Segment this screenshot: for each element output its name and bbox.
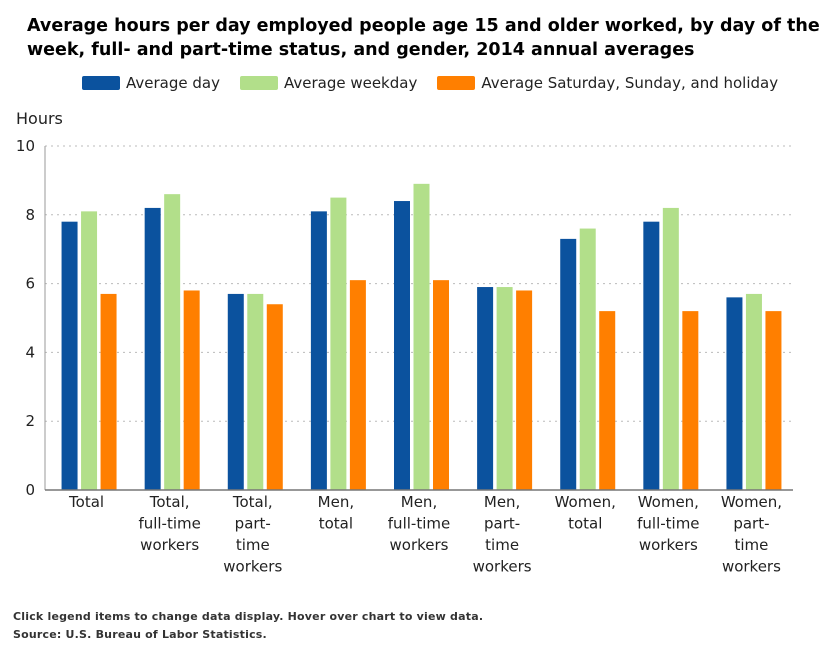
bar-2[interactable]: [81, 211, 98, 491]
bar-2[interactable]: [579, 228, 596, 490]
x-tick-label: workers: [639, 536, 698, 554]
bar-3[interactable]: [433, 280, 449, 490]
bar-2[interactable]: [330, 197, 347, 490]
x-tick-label: time: [236, 536, 270, 554]
x-tick-label: Women,: [638, 493, 699, 511]
x-tick-label: total: [568, 515, 602, 533]
bar-2[interactable]: [164, 194, 181, 490]
y-tick-label: 6: [25, 275, 35, 293]
y-tick-label: 8: [25, 206, 35, 224]
x-tick-label: workers: [223, 558, 282, 576]
x-tick-label: part-: [484, 515, 520, 533]
bar-2[interactable]: [745, 293, 762, 490]
y-tick-label: 10: [16, 137, 35, 155]
bar-1[interactable]: [144, 207, 161, 491]
legend-item-average-day[interactable]: Average day: [82, 74, 220, 92]
bar-3[interactable]: [765, 311, 782, 490]
instructions-note: Click legend items to change data displa…: [13, 610, 484, 623]
bar-2[interactable]: [496, 287, 513, 490]
legend-item-weekend-holiday[interactable]: Average Saturday, Sunday, and holiday: [437, 74, 778, 92]
bar-2[interactable]: [662, 207, 679, 491]
x-tick-label: total: [319, 515, 353, 533]
legend-item-average-weekday[interactable]: Average weekday: [239, 74, 418, 92]
y-tick-label: 0: [25, 481, 35, 499]
x-tick-label: Total,: [149, 493, 190, 511]
x-tick-label: part-: [235, 515, 271, 533]
legend-label: Average Saturday, Sunday, and holiday: [481, 74, 779, 92]
x-tick-label: Men,: [484, 493, 520, 511]
legend-label: Average day: [126, 74, 220, 92]
x-tick-label: part-: [733, 515, 769, 533]
bar-3[interactable]: [100, 293, 117, 490]
x-tick-label: workers: [390, 536, 449, 554]
x-tick-label: workers: [722, 558, 781, 576]
y-tick-label: 4: [25, 343, 35, 361]
bar-1[interactable]: [310, 211, 327, 491]
bar-3[interactable]: [266, 304, 283, 490]
x-tick-label: Men,: [318, 493, 354, 511]
bar-3[interactable]: [183, 290, 200, 490]
source-note: Source: U.S. Bureau of Labor Statistics.: [13, 628, 267, 641]
legend-swatch: [239, 76, 278, 90]
x-tick-label: workers: [140, 536, 199, 554]
bar-1[interactable]: [227, 293, 244, 490]
bar-1[interactable]: [394, 201, 410, 491]
bar-3[interactable]: [349, 280, 366, 490]
bar-1[interactable]: [560, 238, 577, 490]
chart-title: Average hours per day employed people ag…: [27, 16, 820, 60]
bar-1[interactable]: [61, 221, 78, 490]
bar-3[interactable]: [516, 290, 533, 490]
bar-3[interactable]: [682, 311, 699, 490]
legend: Average day Average weekday Average Satu…: [82, 74, 778, 92]
legend-swatch: [437, 76, 476, 90]
bar-1[interactable]: [643, 221, 660, 490]
y-axis-label: Hours: [16, 109, 63, 128]
bar-1[interactable]: [726, 297, 743, 490]
legend-label: Average weekday: [283, 74, 418, 92]
bar-2[interactable]: [413, 183, 430, 490]
x-tick-label: time: [734, 536, 768, 554]
y-tick-label: 2: [25, 412, 35, 430]
x-tick-label: Total,: [232, 493, 273, 511]
x-tick-label: Women,: [555, 493, 616, 511]
legend-swatch: [82, 76, 120, 90]
bar-3[interactable]: [599, 311, 616, 490]
x-tick-label: full-time: [388, 515, 450, 533]
x-tick-label: Total: [68, 493, 104, 511]
x-tick-label: Women,: [721, 493, 782, 511]
x-tick-label: workers: [473, 558, 532, 576]
bar-2[interactable]: [247, 293, 264, 490]
x-tick-label: full-time: [637, 515, 699, 533]
bar-1[interactable]: [477, 287, 494, 490]
x-tick-label: full-time: [138, 515, 200, 533]
x-tick-label: time: [485, 536, 519, 554]
x-tick-label: Men,: [401, 493, 437, 511]
